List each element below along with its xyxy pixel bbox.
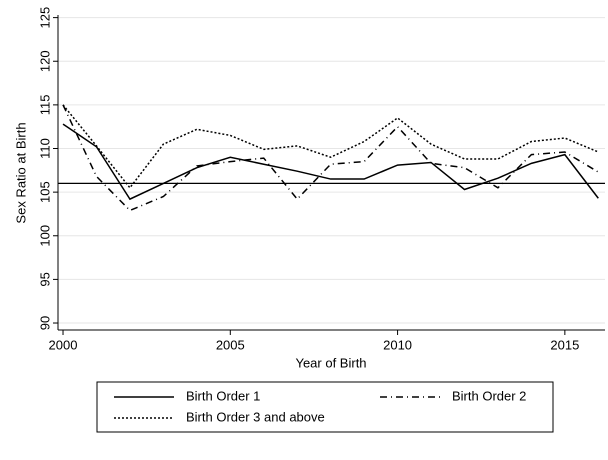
legend-box [96,381,554,433]
legend-label: Birth Order 1 [186,388,260,403]
y-tick-label: 105 [37,181,52,203]
y-tick-label: 125 [37,7,52,29]
y-tick-label: 95 [37,272,52,286]
y-axis-label: Sex Ratio at Birth [13,122,28,223]
y-tick-label: 100 [37,225,52,247]
legend-label: Birth Order 2 [452,388,526,403]
x-tick-label: 2015 [550,337,579,352]
x-tick-label: 2000 [49,337,78,352]
series-line [62,104,599,212]
y-tick-label: 110 [37,138,52,159]
x-axis-label: Year of Birth [295,355,366,370]
y-tick-label: 120 [37,50,52,72]
x-tick-label: 2005 [216,337,245,352]
x-tick-label: 2010 [383,337,412,352]
series-line [62,123,599,201]
y-tick-label: 115 [37,95,52,116]
legend-label: Birth Order 3 and above [186,409,325,424]
y-tick-label: 90 [37,316,52,330]
series-line [62,104,599,189]
